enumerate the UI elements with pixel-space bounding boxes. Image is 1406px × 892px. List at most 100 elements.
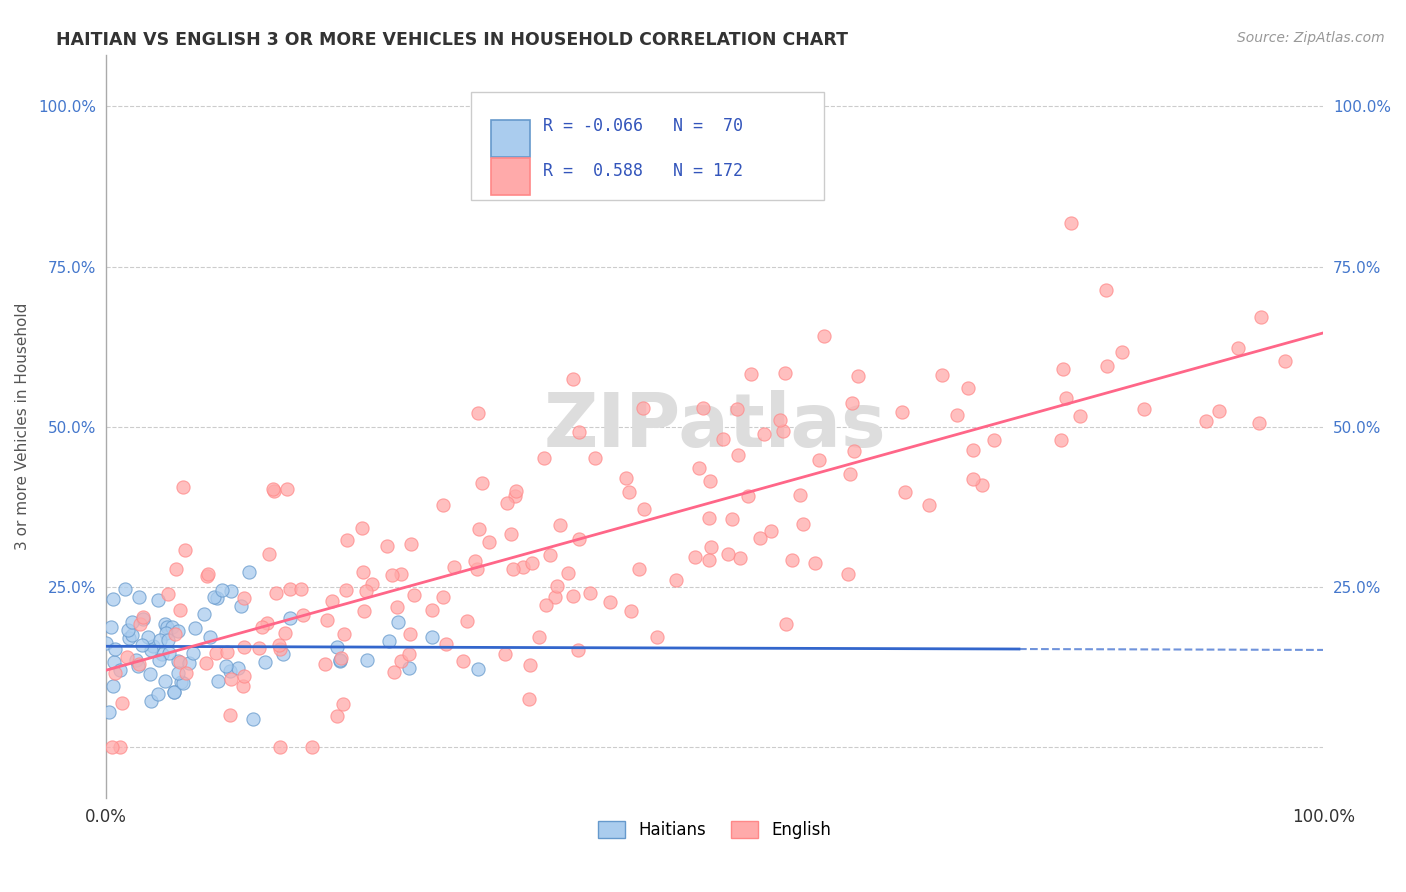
Point	[361, 576, 384, 591]
Point	[352, 565, 374, 579]
Point	[335, 583, 357, 598]
Point	[356, 653, 378, 667]
Point	[377, 634, 399, 648]
Point	[503, 489, 526, 503]
Point	[276, 482, 298, 496]
Point	[519, 658, 541, 673]
Point	[502, 561, 524, 575]
Point	[131, 638, 153, 652]
Point	[173, 543, 195, 558]
Point	[808, 453, 831, 467]
Point	[737, 489, 759, 503]
Point	[962, 443, 984, 458]
Point	[139, 666, 162, 681]
Point	[583, 451, 606, 466]
Point	[398, 647, 420, 661]
Point	[468, 522, 491, 536]
Point	[141, 643, 163, 657]
Point	[97, 705, 120, 719]
Point	[1069, 409, 1091, 423]
Point	[226, 660, 249, 674]
Point	[232, 669, 254, 683]
Point	[1050, 433, 1073, 447]
Point	[567, 642, 589, 657]
Point	[517, 691, 540, 706]
Point	[174, 665, 197, 680]
Point	[332, 698, 354, 712]
Point	[789, 487, 811, 501]
Point	[242, 712, 264, 726]
Point	[316, 613, 339, 627]
Point	[401, 537, 423, 551]
Point	[314, 657, 336, 672]
Point	[162, 685, 184, 699]
Point	[117, 649, 139, 664]
Point	[387, 615, 409, 630]
Point	[699, 552, 721, 566]
Point	[218, 665, 240, 679]
Point	[494, 647, 516, 661]
Point	[398, 661, 420, 675]
Point	[238, 565, 260, 579]
Point	[520, 556, 543, 570]
FancyBboxPatch shape	[471, 92, 824, 200]
Point	[111, 696, 134, 710]
Text: R = -0.066   N =  70: R = -0.066 N = 70	[543, 117, 742, 135]
Point	[772, 424, 794, 438]
Point	[465, 562, 488, 576]
Point	[1060, 216, 1083, 230]
Point	[169, 656, 191, 670]
Point	[157, 646, 180, 660]
Point	[333, 627, 356, 641]
Point	[633, 501, 655, 516]
Point	[173, 676, 195, 690]
Point	[512, 560, 534, 574]
Point	[384, 665, 406, 680]
Point	[211, 582, 233, 597]
Point	[197, 567, 219, 582]
Point	[841, 396, 863, 410]
Point	[128, 590, 150, 604]
Point	[754, 427, 776, 442]
Point	[568, 425, 591, 439]
Point	[727, 448, 749, 462]
Point	[330, 651, 353, 665]
Point	[496, 496, 519, 510]
Point	[725, 402, 748, 417]
Point	[202, 590, 225, 604]
Point	[562, 589, 585, 603]
Point	[163, 626, 186, 640]
Point	[269, 638, 291, 652]
Point	[759, 524, 782, 539]
Point	[280, 582, 302, 597]
Point	[713, 432, 735, 446]
Point	[1249, 416, 1271, 430]
Point	[156, 620, 179, 634]
Point	[1274, 353, 1296, 368]
Point	[132, 610, 155, 624]
FancyBboxPatch shape	[491, 120, 530, 157]
Point	[720, 512, 742, 526]
Point	[177, 656, 200, 670]
Point	[962, 472, 984, 486]
Point	[121, 615, 143, 630]
Point	[103, 680, 125, 694]
Point	[544, 590, 567, 604]
Point	[193, 607, 215, 621]
Point	[269, 641, 291, 656]
Point	[167, 654, 190, 668]
Point	[700, 540, 723, 554]
Point	[728, 551, 751, 566]
Point	[775, 616, 797, 631]
Point	[748, 531, 770, 545]
Point	[170, 674, 193, 689]
Point	[153, 673, 176, 688]
Y-axis label: 3 or more Vehicles in Household: 3 or more Vehicles in Household	[15, 303, 30, 550]
Point	[389, 566, 412, 581]
Point	[645, 630, 668, 644]
Point	[129, 617, 152, 632]
Point	[352, 521, 374, 535]
Point	[536, 598, 558, 612]
Point	[253, 655, 276, 669]
Point	[117, 624, 139, 638]
